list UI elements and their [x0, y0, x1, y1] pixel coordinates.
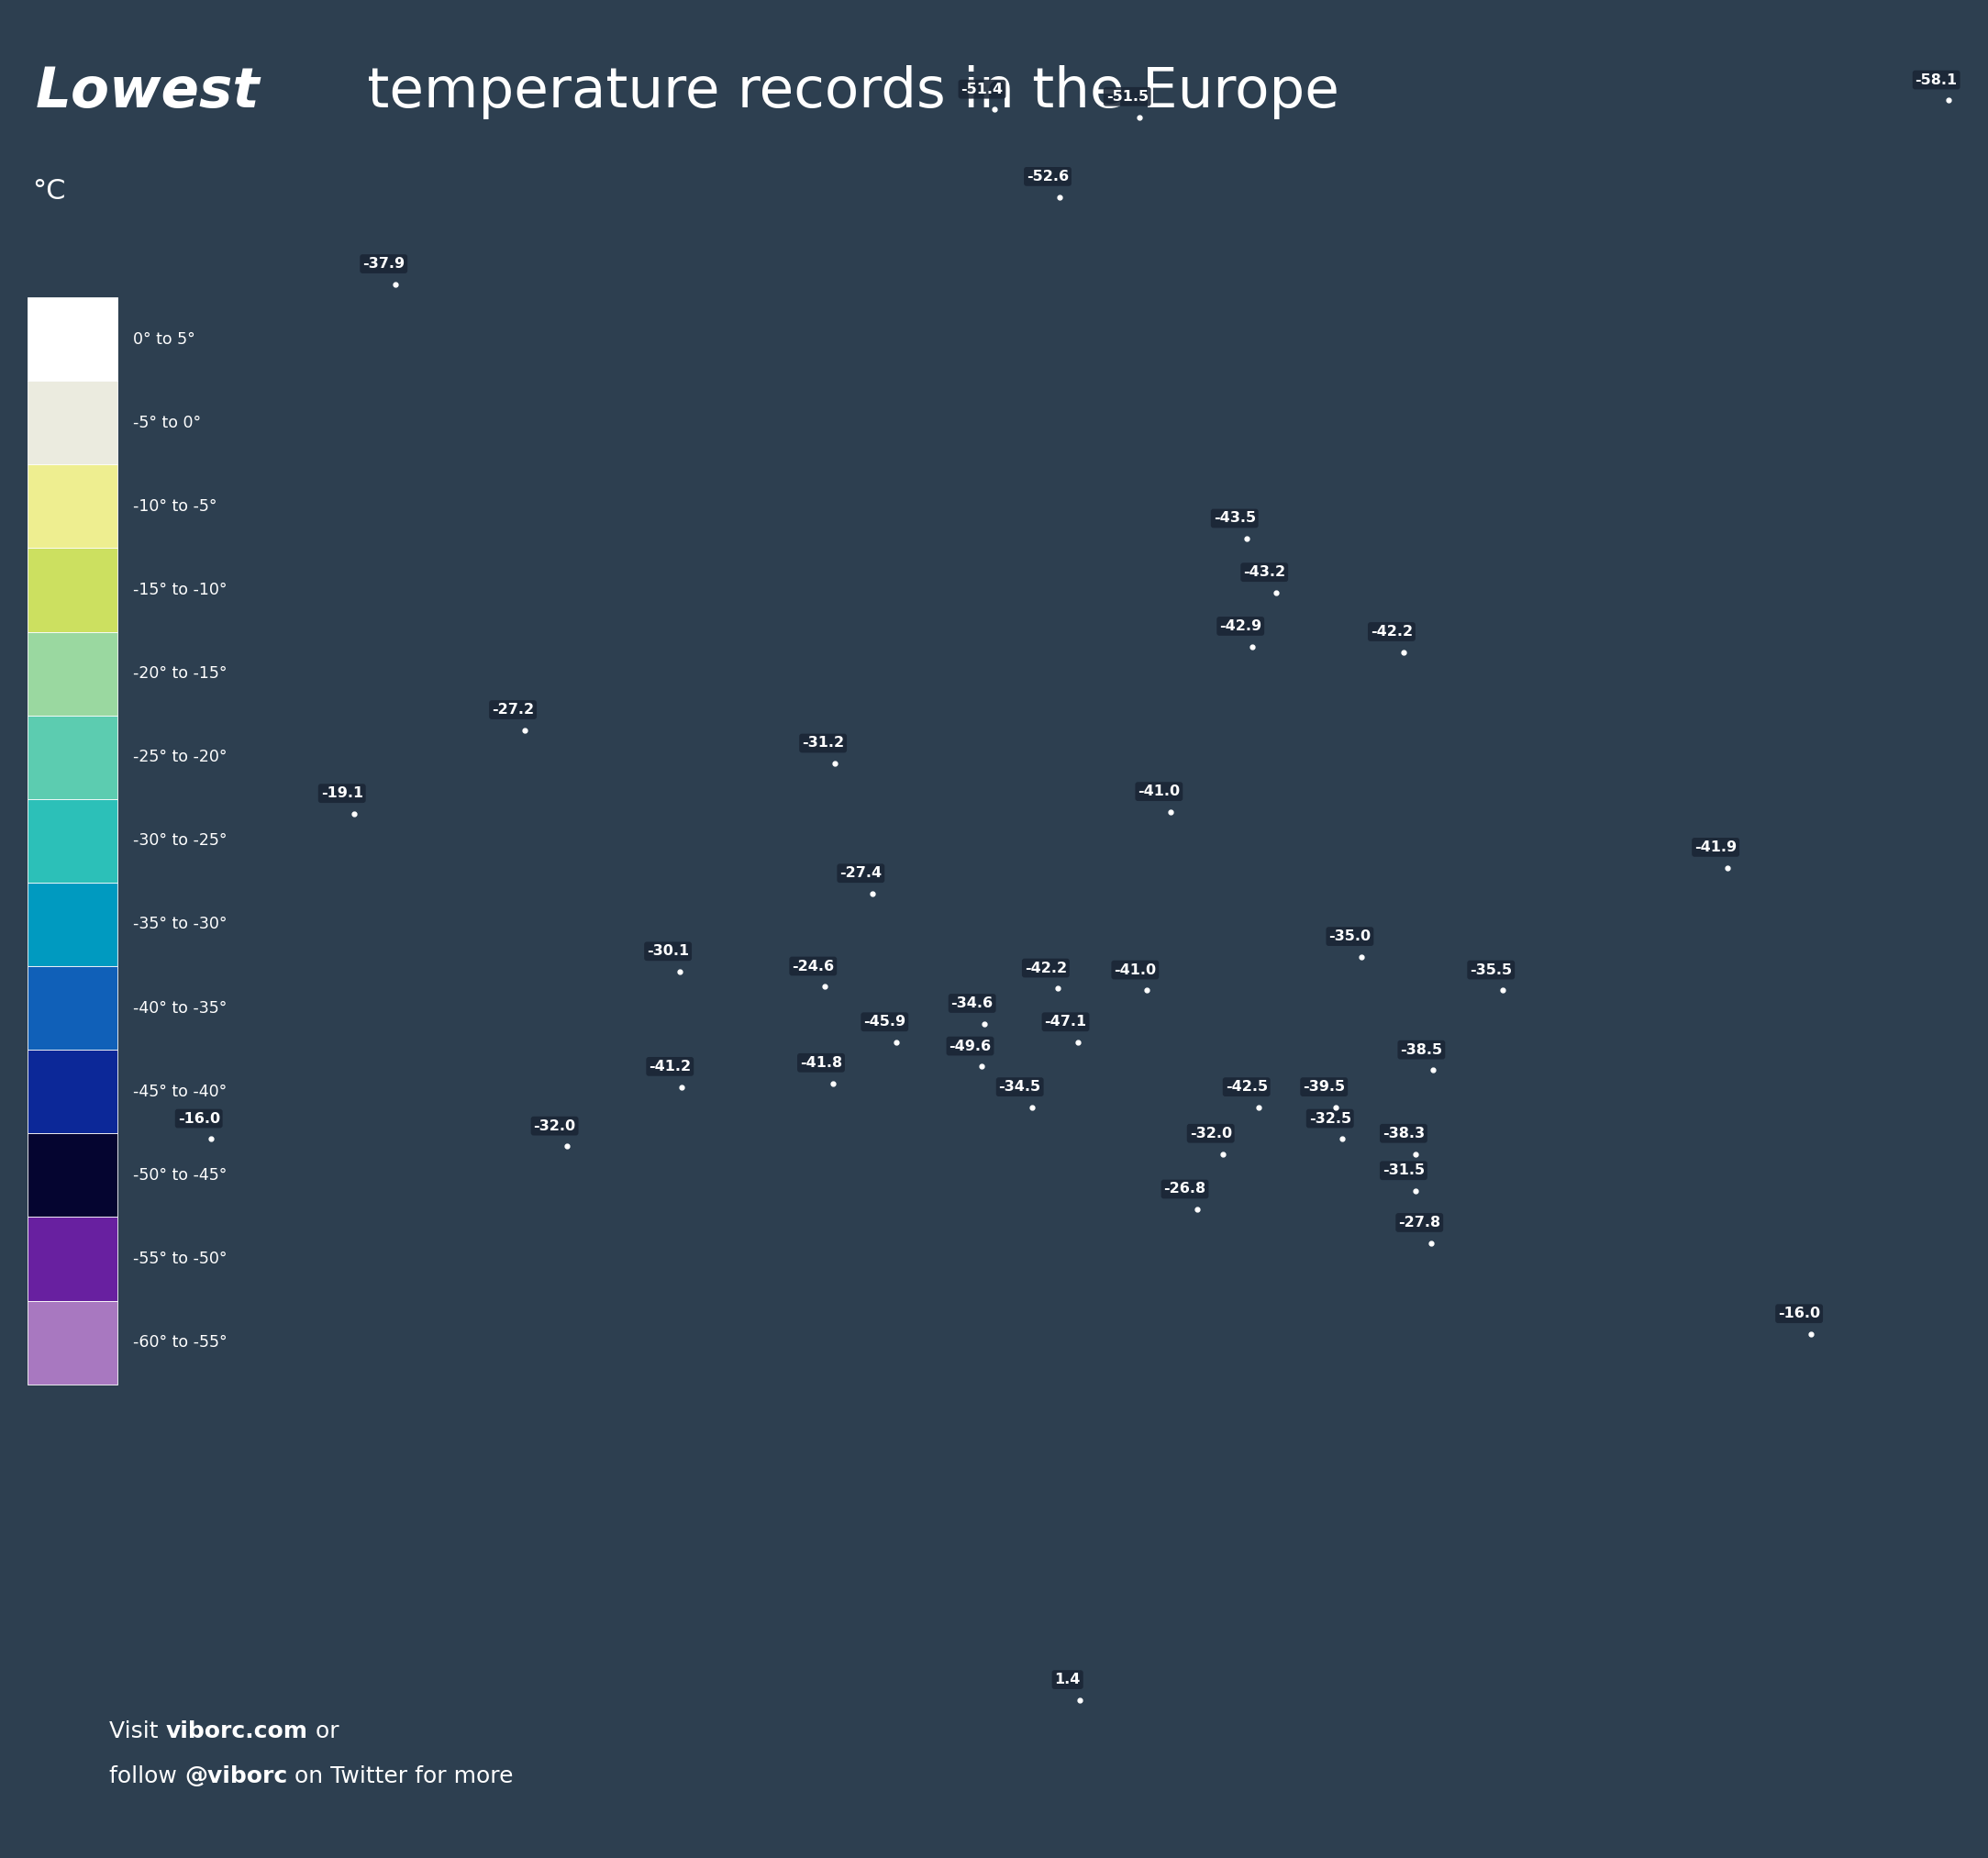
Text: -37.9: -37.9	[362, 256, 406, 271]
Text: -41.9: -41.9	[1694, 840, 1738, 855]
Text: -39.5: -39.5	[1302, 1079, 1346, 1094]
Text: -34.6: -34.6	[950, 996, 994, 1011]
FancyBboxPatch shape	[28, 632, 117, 715]
Text: -49.6: -49.6	[948, 1039, 992, 1053]
FancyBboxPatch shape	[28, 297, 117, 381]
Text: -34.5: -34.5	[998, 1079, 1042, 1094]
Text: -51.4: -51.4	[960, 82, 1004, 97]
FancyBboxPatch shape	[28, 1217, 117, 1301]
Text: -27.2: -27.2	[491, 702, 535, 717]
Text: -35.0: -35.0	[1328, 929, 1372, 944]
Text: -40° to -35°: -40° to -35°	[133, 1000, 227, 1016]
Text: -41.2: -41.2	[648, 1059, 692, 1074]
Text: on Twitter for more: on Twitter for more	[288, 1765, 513, 1787]
Text: -27.8: -27.8	[1398, 1215, 1441, 1230]
FancyBboxPatch shape	[28, 799, 117, 883]
Text: -42.5: -42.5	[1225, 1079, 1268, 1094]
Text: -60° to -55°: -60° to -55°	[133, 1334, 227, 1351]
Text: -16.0: -16.0	[1777, 1306, 1821, 1321]
Text: -45.9: -45.9	[863, 1014, 907, 1029]
Text: °C: °C	[32, 178, 66, 204]
Text: -27.4: -27.4	[839, 866, 883, 881]
Text: -15° to -10°: -15° to -10°	[133, 582, 227, 598]
FancyBboxPatch shape	[28, 1050, 117, 1133]
Text: -25° to -20°: -25° to -20°	[133, 749, 227, 765]
Text: -26.8: -26.8	[1163, 1182, 1207, 1197]
Text: Lowest: Lowest	[36, 65, 260, 119]
Text: -16.0: -16.0	[177, 1111, 221, 1126]
FancyBboxPatch shape	[28, 1301, 117, 1384]
Text: viborc.com: viborc.com	[165, 1721, 308, 1743]
FancyBboxPatch shape	[28, 715, 117, 799]
Text: -41.8: -41.8	[799, 1055, 843, 1070]
Text: -55° to -50°: -55° to -50°	[133, 1250, 227, 1267]
Text: 1.4: 1.4	[1054, 1672, 1081, 1687]
Text: -38.3: -38.3	[1382, 1126, 1425, 1141]
Text: -45° to -40°: -45° to -40°	[133, 1083, 227, 1100]
Text: -30.1: -30.1	[646, 944, 690, 959]
FancyBboxPatch shape	[28, 966, 117, 1050]
FancyBboxPatch shape	[28, 548, 117, 632]
Text: temperature records in the Europe: temperature records in the Europe	[350, 65, 1340, 119]
Text: -43.2: -43.2	[1242, 565, 1286, 580]
Text: -41.0: -41.0	[1113, 962, 1157, 977]
Text: follow: follow	[109, 1765, 185, 1787]
Text: -42.2: -42.2	[1024, 961, 1068, 975]
Text: -31.2: -31.2	[801, 736, 845, 751]
Text: Visit: Visit	[109, 1721, 165, 1743]
Text: or: or	[308, 1721, 338, 1743]
Text: -41.0: -41.0	[1137, 784, 1181, 799]
Text: -32.5: -32.5	[1308, 1111, 1352, 1126]
Text: @viborc: @viborc	[185, 1765, 288, 1787]
Text: -58.1: -58.1	[1914, 72, 1958, 87]
FancyBboxPatch shape	[28, 381, 117, 464]
Text: -52.6: -52.6	[1026, 169, 1070, 184]
Text: -38.5: -38.5	[1400, 1042, 1443, 1057]
Text: -42.2: -42.2	[1370, 624, 1413, 639]
FancyBboxPatch shape	[28, 1133, 117, 1217]
Text: -30° to -25°: -30° to -25°	[133, 832, 227, 849]
FancyBboxPatch shape	[28, 883, 117, 966]
Text: -20° to -15°: -20° to -15°	[133, 665, 227, 682]
FancyBboxPatch shape	[28, 464, 117, 548]
Text: -31.5: -31.5	[1382, 1163, 1425, 1178]
Text: 0° to 5°: 0° to 5°	[133, 331, 195, 347]
Text: -42.9: -42.9	[1219, 619, 1262, 634]
Text: -5° to 0°: -5° to 0°	[133, 414, 201, 431]
Text: -19.1: -19.1	[320, 786, 364, 801]
Text: -43.5: -43.5	[1213, 511, 1256, 526]
Text: -10° to -5°: -10° to -5°	[133, 498, 217, 515]
Text: -50° to -45°: -50° to -45°	[133, 1167, 227, 1184]
Text: -35.5: -35.5	[1469, 962, 1513, 977]
Text: -51.5: -51.5	[1105, 89, 1149, 104]
Text: -24.6: -24.6	[791, 959, 835, 974]
Text: -35° to -30°: -35° to -30°	[133, 916, 227, 933]
Text: -32.0: -32.0	[533, 1119, 577, 1133]
Text: -32.0: -32.0	[1189, 1126, 1233, 1141]
Text: -47.1: -47.1	[1044, 1014, 1087, 1029]
